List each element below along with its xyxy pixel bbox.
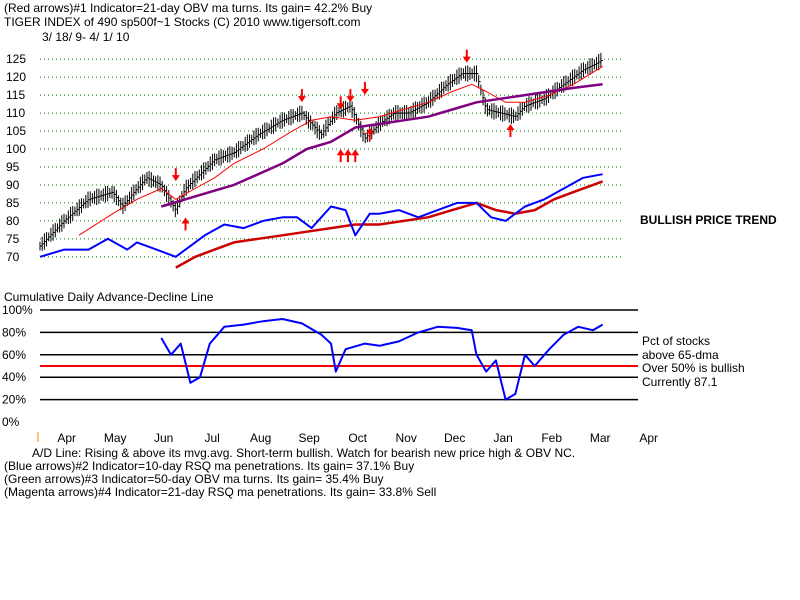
ad-ma-line: [175, 180, 604, 269]
price-bars: [39, 52, 603, 251]
price-y-tick-label: 80: [6, 214, 20, 228]
red-arrow-up-head: [506, 124, 515, 131]
x-tick-label: Feb: [541, 431, 562, 445]
x-tick-label: Dec: [444, 431, 465, 445]
price-y-tick-label: 90: [6, 178, 20, 192]
x-ticks: Apr May Jun Jul Aug Sep Oct Nov Dec Jan Feb Mar Apr: [37, 431, 658, 445]
pct-y-tick-label: 0%: [2, 415, 20, 429]
price-y-tick-label: 85: [6, 196, 20, 210]
pct-note-4: Currently 87.1: [642, 375, 718, 389]
pct-above-65dma-line: [160, 318, 604, 401]
x-tick-label: Jan: [493, 431, 512, 445]
trend-label: BULLISH PRICE TREND: [640, 213, 777, 227]
x-tick-label: Jul: [205, 431, 220, 445]
price-y-ticks: 70 75 80 85 90 95 100 105 110 115 120 125: [6, 52, 26, 264]
price-y-tick-label: 100: [6, 142, 26, 156]
price-y-tick-label: 95: [6, 160, 20, 174]
pct-note-1: Pct of stocks: [642, 334, 711, 348]
pct-note-2: above 65-dma: [642, 348, 719, 362]
pct-note-3: Over 50% is bullish: [642, 361, 745, 375]
header-date-range: 3/ 18/ 9- 4/ 1/ 10: [42, 30, 130, 44]
pct-gridlines: [40, 309, 638, 401]
x-tick-label: Aug: [250, 431, 271, 445]
red-arrow-up-head: [336, 149, 345, 156]
pct-y-tick-label: 100%: [2, 303, 33, 317]
x-tick-label: Oct: [348, 431, 367, 445]
red-arrow-up-head: [351, 149, 360, 156]
ma-long-line: [160, 83, 603, 208]
footer-line-3: (Green arrows)#3 Indicator=50-day OBV ma…: [4, 472, 384, 486]
x-tick-label: Mar: [590, 431, 611, 445]
price-y-tick-label: 125: [6, 52, 26, 66]
price-y-tick-label: 70: [6, 250, 20, 264]
price-gridlines: [40, 58, 622, 258]
price-y-tick-label: 115: [6, 88, 25, 102]
signal-arrows: [171, 49, 515, 231]
x-tick-label: Jun: [154, 431, 173, 445]
pct-y-ticks: 0% 20% 40% 60% 80% 100%: [2, 303, 33, 429]
price-y-tick-label: 75: [6, 232, 20, 246]
ma-short-line: [78, 65, 603, 236]
red-arrow-up-head: [365, 127, 374, 134]
x-tick-label: May: [104, 431, 127, 445]
pct-y-tick-label: 60%: [2, 348, 26, 362]
pct-y-tick-label: 80%: [2, 325, 26, 339]
red-arrow-down-head: [346, 96, 355, 103]
x-tick-label: Sep: [298, 431, 320, 445]
red-arrow-down-head: [297, 96, 306, 103]
red-arrow-down-head: [336, 103, 345, 110]
series-lines: [39, 65, 604, 401]
red-arrow-down-head: [360, 88, 369, 95]
x-tick-label: Apr: [57, 431, 76, 445]
ad-line-title: Cumulative Daily Advance-Decline Line: [4, 290, 214, 304]
footer-line-2: (Blue arrows)#2 Indicator=10-day RSQ ma …: [4, 459, 415, 473]
price-y-tick-label: 120: [6, 70, 26, 84]
header-line-2: TIGER INDEX of 490 sp500f~1 Stocks (C) 2…: [4, 15, 361, 29]
footer-line-1: A/D Line: Rising & above its mvg.avg. Sh…: [32, 446, 576, 460]
header-line-1: (Red arrows)#1 Indicator=21-day OBV ma t…: [4, 1, 373, 15]
ad-line: [39, 173, 603, 258]
red-arrow-up-head: [181, 217, 190, 224]
x-tick-label: Nov: [396, 431, 417, 445]
footer-line-4: (Magenta arrows)#4 Indicator=21-day RSQ …: [4, 485, 437, 499]
pct-y-tick-label: 40%: [2, 370, 26, 384]
x-tick-label: Apr: [639, 431, 658, 445]
pct-y-tick-label: 20%: [2, 393, 26, 407]
price-y-tick-label: 105: [6, 124, 26, 138]
red-arrow-down-head: [171, 175, 180, 182]
red-arrow-up-head: [343, 149, 352, 156]
red-arrow-down-head: [462, 56, 471, 63]
price-y-tick-label: 110: [6, 106, 25, 120]
